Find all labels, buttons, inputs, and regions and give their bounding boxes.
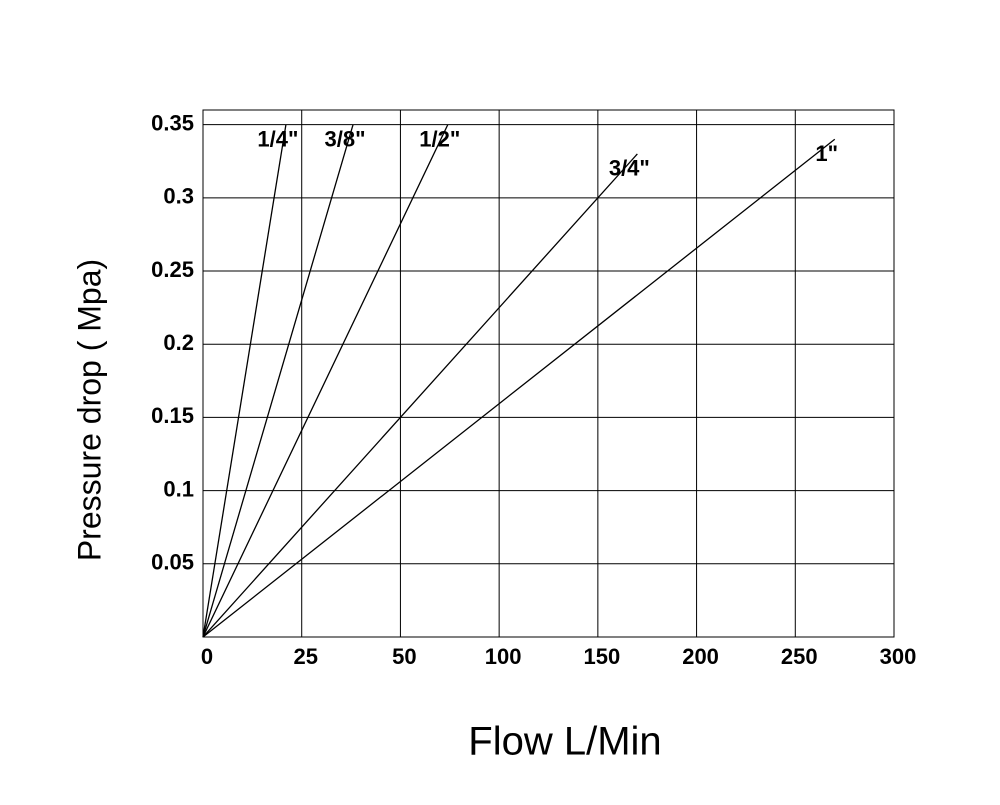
series-line bbox=[202, 124, 287, 638]
x-tick-label: 200 bbox=[682, 644, 719, 669]
x-axis-label: Flow L/Min bbox=[468, 720, 661, 764]
series-label: 3/4" bbox=[609, 156, 650, 181]
x-tick-label: 50 bbox=[392, 644, 416, 669]
series-line bbox=[202, 138, 836, 638]
x-tick-label: 0 bbox=[201, 644, 213, 669]
series-line bbox=[202, 124, 354, 638]
series-label: 1/4" bbox=[257, 126, 298, 151]
x-tick-label: 300 bbox=[880, 644, 917, 669]
y-axis-label: Pressure drop ( Mpa) bbox=[71, 259, 107, 561]
y-tick-label: 0.25 bbox=[151, 257, 194, 282]
series-label: 1/2" bbox=[419, 126, 460, 151]
x-tick-label: 150 bbox=[583, 644, 620, 669]
plot-frame bbox=[202, 109, 895, 638]
series-label: 3/8" bbox=[325, 126, 366, 151]
y-tick-label: 0.3 bbox=[163, 184, 194, 209]
y-tick-label: 0.05 bbox=[151, 550, 194, 575]
x-tick-label: 250 bbox=[781, 644, 818, 669]
series-line bbox=[202, 153, 638, 638]
y-tick-label: 0.15 bbox=[151, 403, 194, 428]
x-tick-label: 25 bbox=[293, 644, 317, 669]
y-tick-label: 0.2 bbox=[163, 330, 194, 355]
y-tick-label: 0.35 bbox=[151, 110, 194, 135]
series-label: 1" bbox=[815, 141, 838, 166]
x-tick-label: 100 bbox=[485, 644, 522, 669]
y-tick-label: 0.1 bbox=[163, 476, 194, 501]
series-line bbox=[202, 124, 449, 638]
